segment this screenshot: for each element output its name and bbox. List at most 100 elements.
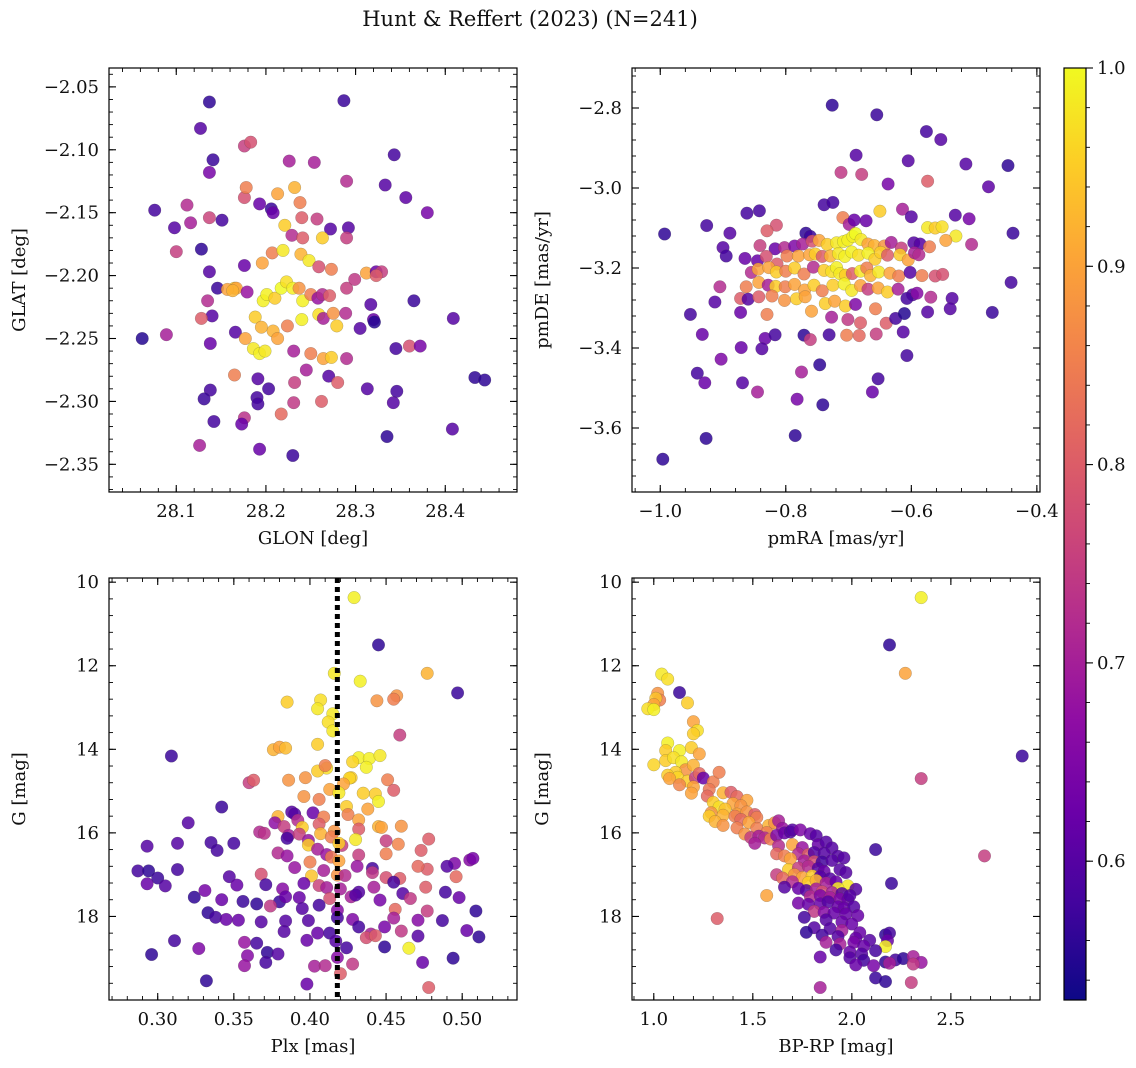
data-point (151, 871, 165, 885)
data-point (207, 414, 221, 429)
data-point (921, 305, 935, 319)
data-point (695, 327, 709, 341)
data-point (813, 950, 827, 964)
colorbar-ticks (1086, 67, 1093, 981)
data-point (460, 924, 474, 938)
data-point (403, 891, 417, 906)
data-point (302, 253, 316, 268)
data-point (247, 773, 261, 787)
data-point (228, 325, 242, 339)
data-point (373, 749, 387, 763)
data-point (347, 591, 361, 605)
data-point (238, 331, 252, 346)
data-point (647, 758, 661, 772)
data-point (882, 956, 897, 970)
data-point (292, 827, 306, 841)
data-point (295, 901, 309, 916)
cmd-xtick-label: 2.0 (838, 1009, 867, 1030)
data-point (713, 280, 727, 294)
data-point (791, 249, 805, 263)
data-point (411, 929, 425, 943)
data-point (904, 975, 918, 990)
data-point (700, 219, 714, 233)
data-point (868, 302, 883, 316)
data-point (948, 208, 962, 222)
data-point (799, 925, 813, 939)
data-point (280, 319, 294, 333)
data-point (390, 384, 404, 398)
pm-ytick-label: −3.0 (578, 178, 622, 199)
data-point (367, 880, 381, 894)
data-point (184, 216, 198, 230)
plx-ytick-label: 16 (76, 823, 99, 844)
data-point (210, 843, 224, 857)
pm-ytick-label: −3.4 (578, 338, 622, 359)
data-point (262, 382, 276, 396)
data-point (379, 847, 393, 861)
data-point (145, 947, 159, 962)
data-point (380, 430, 394, 444)
data-point (251, 397, 265, 411)
data-point (896, 325, 910, 339)
data-point (1004, 275, 1018, 289)
data-point (371, 794, 386, 809)
data-point (828, 294, 842, 308)
data-point (312, 792, 326, 806)
data-point (797, 910, 811, 924)
data-point (323, 222, 338, 236)
data-point (816, 398, 830, 412)
data-point (859, 214, 873, 228)
data-point (303, 855, 317, 869)
data-point (311, 737, 325, 751)
data-point (826, 195, 840, 209)
data-point (777, 293, 792, 307)
data-point (279, 890, 293, 904)
data-point (906, 957, 920, 971)
data-point (170, 836, 185, 850)
data-point (891, 282, 905, 296)
cmd-xtick-label: 2.5 (937, 1009, 966, 1030)
pm-xtick-labels: −1.0 −0.8 −0.6 −0.4 (638, 501, 1058, 522)
data-point (794, 365, 809, 379)
data-point (285, 228, 299, 242)
data-point (829, 943, 843, 957)
data-point (734, 305, 748, 319)
data-point (797, 267, 811, 281)
data-point (237, 258, 251, 273)
data-point (962, 212, 976, 226)
data-point (222, 870, 236, 884)
data-point (250, 897, 264, 911)
data-point (280, 849, 294, 863)
data-point (438, 885, 452, 899)
data-point (369, 269, 383, 283)
data-point (215, 893, 229, 907)
data-point (389, 342, 403, 356)
data-point (924, 290, 938, 304)
data-point (849, 148, 863, 162)
data-point (684, 786, 698, 800)
data-point (317, 863, 331, 878)
data-point (872, 265, 886, 279)
data-point (822, 328, 836, 342)
data-point (231, 913, 245, 927)
data-point (194, 311, 208, 325)
data-point (300, 977, 314, 991)
cmd-ytick-label: 14 (599, 739, 622, 760)
data-point (230, 878, 244, 892)
colorbar-tick-label: 0.7 (1097, 653, 1126, 674)
data-point (870, 108, 884, 122)
data-point (295, 211, 309, 225)
data-point (337, 94, 351, 108)
data-point (352, 848, 366, 862)
data-point (199, 974, 213, 988)
data-point (215, 213, 229, 227)
data-point (364, 297, 378, 312)
data-point (271, 187, 285, 201)
data-point (723, 226, 737, 240)
data-point (340, 352, 354, 366)
pm-axes-frame (631, 67, 1041, 493)
data-point (897, 307, 911, 321)
data-point (288, 375, 302, 390)
data-point (360, 382, 374, 396)
data-point (226, 284, 240, 298)
